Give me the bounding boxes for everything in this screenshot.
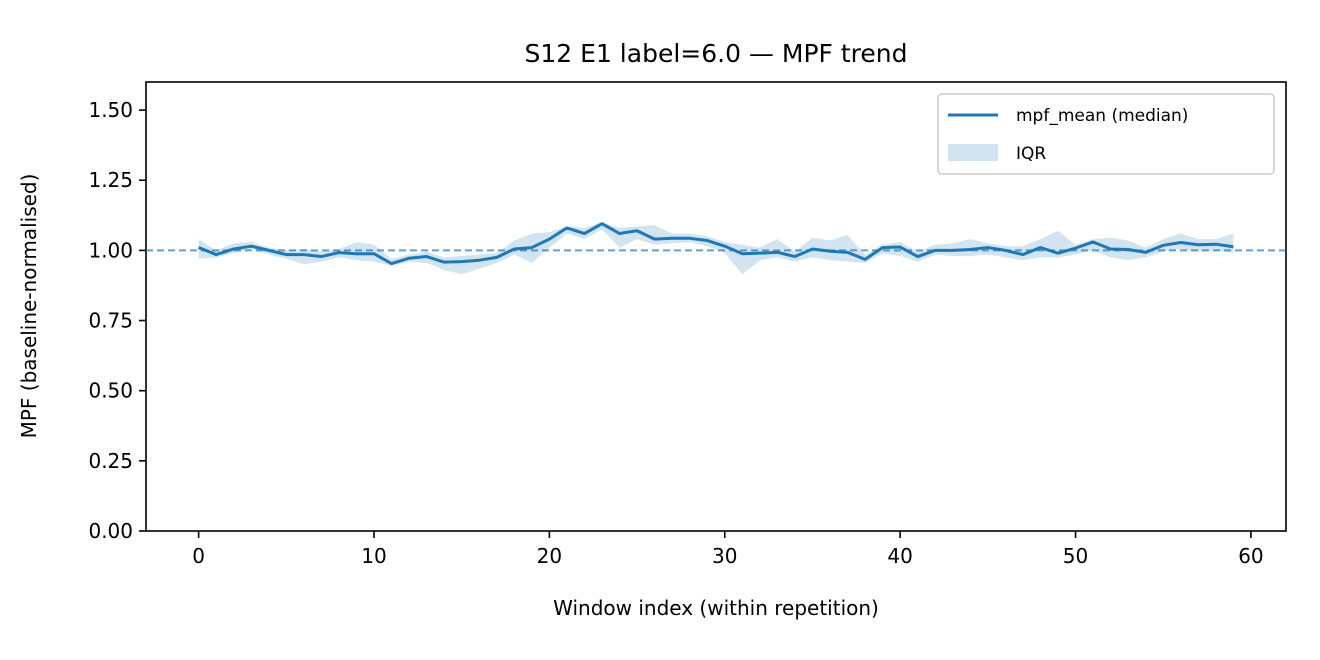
y-tick-label: 1.25	[88, 168, 133, 192]
legend: mpf_mean (median) IQR	[937, 93, 1275, 175]
x-tick-label: 0	[192, 544, 205, 568]
y-tick-label: 0.00	[88, 519, 133, 543]
x-tick-label: 30	[712, 544, 737, 568]
y-tick-label: 0.75	[88, 309, 133, 333]
y-tick-label: 1.50	[88, 98, 133, 122]
x-tick-label: 60	[1238, 544, 1263, 568]
x-tick-label: 20	[537, 544, 562, 568]
legend-label-median: mpf_mean (median)	[1016, 106, 1188, 126]
x-axis-label: Window index (within repetition)	[553, 596, 879, 620]
chart-title: S12 E1 label=6.0 — MPF trend	[525, 39, 908, 68]
y-tick-label: 1.00	[88, 238, 133, 262]
legend-band-swatch	[948, 144, 998, 161]
median-line	[198, 222, 1234, 266]
y-tick-label: 0.25	[88, 449, 133, 473]
y-tick-label: 0.50	[88, 379, 133, 403]
x-tick-label: 50	[1063, 544, 1088, 568]
x-tick-label: 10	[361, 544, 386, 568]
legend-frame	[937, 93, 1275, 175]
x-tick-label: 40	[887, 544, 912, 568]
y-axis-label: MPF (baseline-normalised)	[17, 174, 41, 439]
plot-frame	[145, 81, 1287, 532]
legend-label-iqr: IQR	[1016, 144, 1046, 164]
